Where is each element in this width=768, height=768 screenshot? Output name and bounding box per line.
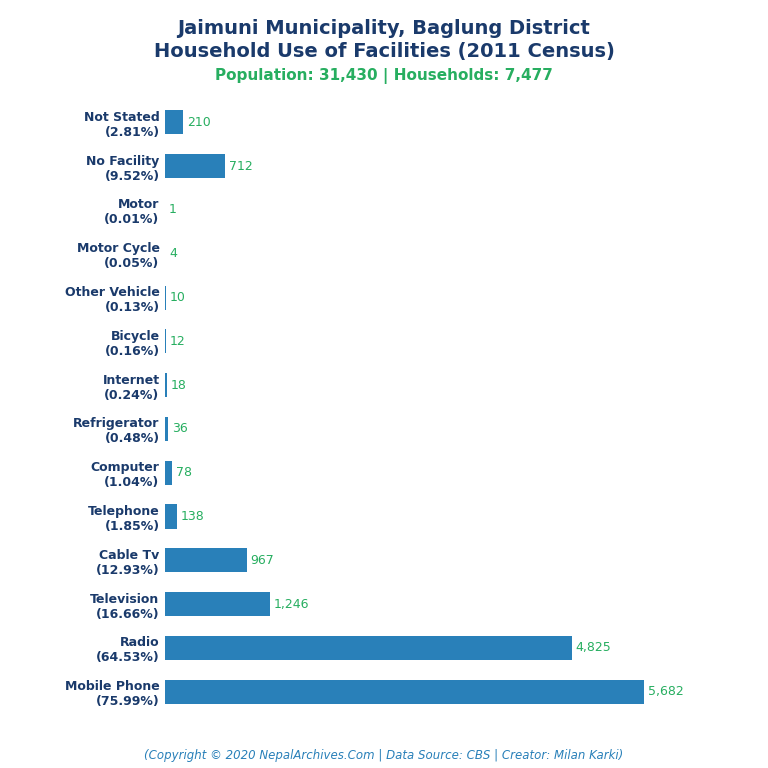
Text: 1,246: 1,246 bbox=[274, 598, 310, 611]
Bar bbox=[165, 154, 225, 178]
Text: 78: 78 bbox=[176, 466, 191, 479]
Bar bbox=[165, 286, 166, 310]
Text: 967: 967 bbox=[250, 554, 274, 567]
Bar bbox=[165, 592, 270, 616]
Bar bbox=[165, 111, 183, 134]
Text: 210: 210 bbox=[187, 116, 210, 129]
Bar bbox=[165, 680, 644, 703]
Text: 138: 138 bbox=[180, 510, 204, 523]
Text: 1: 1 bbox=[169, 204, 177, 217]
Bar bbox=[165, 548, 247, 572]
Text: 36: 36 bbox=[172, 422, 187, 435]
Bar bbox=[165, 329, 166, 353]
Text: Jaimuni Municipality, Baglung District: Jaimuni Municipality, Baglung District bbox=[177, 19, 591, 38]
Text: 4,825: 4,825 bbox=[576, 641, 611, 654]
Text: 10: 10 bbox=[170, 291, 186, 304]
Text: Population: 31,430 | Households: 7,477: Population: 31,430 | Households: 7,477 bbox=[215, 68, 553, 84]
Text: 712: 712 bbox=[229, 160, 253, 173]
Text: 12: 12 bbox=[170, 335, 186, 348]
Bar bbox=[165, 505, 177, 528]
Bar bbox=[165, 636, 572, 660]
Text: 4: 4 bbox=[169, 247, 177, 260]
Text: 18: 18 bbox=[170, 379, 187, 392]
Bar bbox=[165, 373, 167, 397]
Text: (Copyright © 2020 NepalArchives.Com | Data Source: CBS | Creator: Milan Karki): (Copyright © 2020 NepalArchives.Com | Da… bbox=[144, 749, 624, 762]
Text: Household Use of Facilities (2011 Census): Household Use of Facilities (2011 Census… bbox=[154, 42, 614, 61]
Text: 5,682: 5,682 bbox=[648, 685, 684, 698]
Bar bbox=[165, 461, 172, 485]
Bar bbox=[165, 417, 168, 441]
